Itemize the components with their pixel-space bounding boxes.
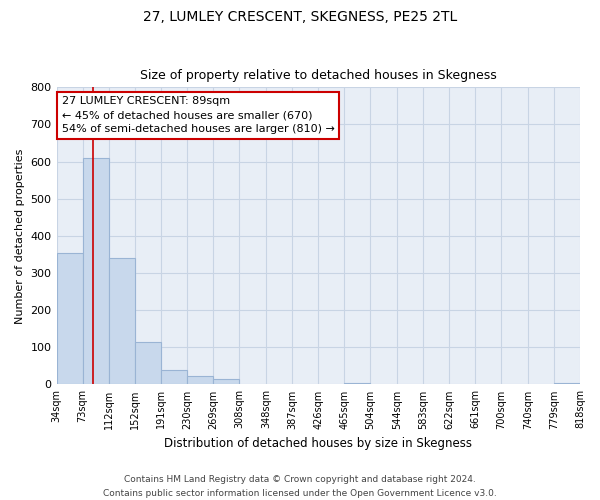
Text: Contains HM Land Registry data © Crown copyright and database right 2024.
Contai: Contains HM Land Registry data © Crown c… <box>103 476 497 498</box>
Bar <box>136 342 161 384</box>
Y-axis label: Number of detached properties: Number of detached properties <box>15 148 25 324</box>
Bar <box>554 382 580 384</box>
Bar <box>214 379 239 384</box>
Bar <box>109 258 136 384</box>
Text: 27 LUMLEY CRESCENT: 89sqm
← 45% of detached houses are smaller (670)
54% of semi: 27 LUMLEY CRESCENT: 89sqm ← 45% of detac… <box>62 96 335 134</box>
Text: 27, LUMLEY CRESCENT, SKEGNESS, PE25 2TL: 27, LUMLEY CRESCENT, SKEGNESS, PE25 2TL <box>143 10 457 24</box>
Bar <box>187 376 214 384</box>
Bar <box>83 158 109 384</box>
Bar <box>344 382 370 384</box>
Bar <box>161 370 187 384</box>
Bar <box>56 252 83 384</box>
Title: Size of property relative to detached houses in Skegness: Size of property relative to detached ho… <box>140 69 497 82</box>
X-axis label: Distribution of detached houses by size in Skegness: Distribution of detached houses by size … <box>164 437 472 450</box>
